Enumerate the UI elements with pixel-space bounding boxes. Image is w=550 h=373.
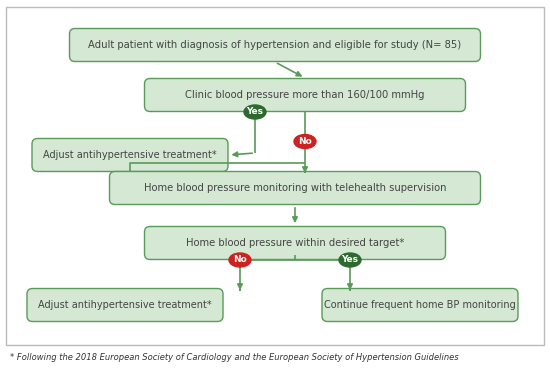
Ellipse shape [339,253,361,267]
Ellipse shape [229,253,251,267]
Text: Continue frequent home BP monitoring: Continue frequent home BP monitoring [324,300,516,310]
Text: Home blood pressure within desired target*: Home blood pressure within desired targe… [186,238,404,248]
FancyBboxPatch shape [6,7,544,345]
Text: Clinic blood pressure more than 160/100 mmHg: Clinic blood pressure more than 160/100 … [185,90,425,100]
FancyBboxPatch shape [145,78,465,112]
Text: Yes: Yes [246,107,263,116]
Text: Adjust antihypertensive treatment*: Adjust antihypertensive treatment* [38,300,212,310]
Text: Home blood pressure monitoring with telehealth supervision: Home blood pressure monitoring with tele… [144,183,446,193]
FancyBboxPatch shape [69,28,481,62]
Text: Yes: Yes [342,256,359,264]
Ellipse shape [294,135,316,148]
FancyBboxPatch shape [32,138,228,172]
FancyBboxPatch shape [27,288,223,322]
FancyBboxPatch shape [109,172,481,204]
Text: * Following the 2018 European Society of Cardiology and the European Society of : * Following the 2018 European Society of… [10,353,459,362]
Text: No: No [298,137,312,146]
FancyBboxPatch shape [322,288,518,322]
Text: Adult patient with diagnosis of hypertension and eligible for study (N= 85): Adult patient with diagnosis of hyperten… [89,40,461,50]
FancyBboxPatch shape [145,226,446,260]
Text: Adjust antihypertensive treatment*: Adjust antihypertensive treatment* [43,150,217,160]
Text: No: No [233,256,247,264]
Ellipse shape [244,105,266,119]
